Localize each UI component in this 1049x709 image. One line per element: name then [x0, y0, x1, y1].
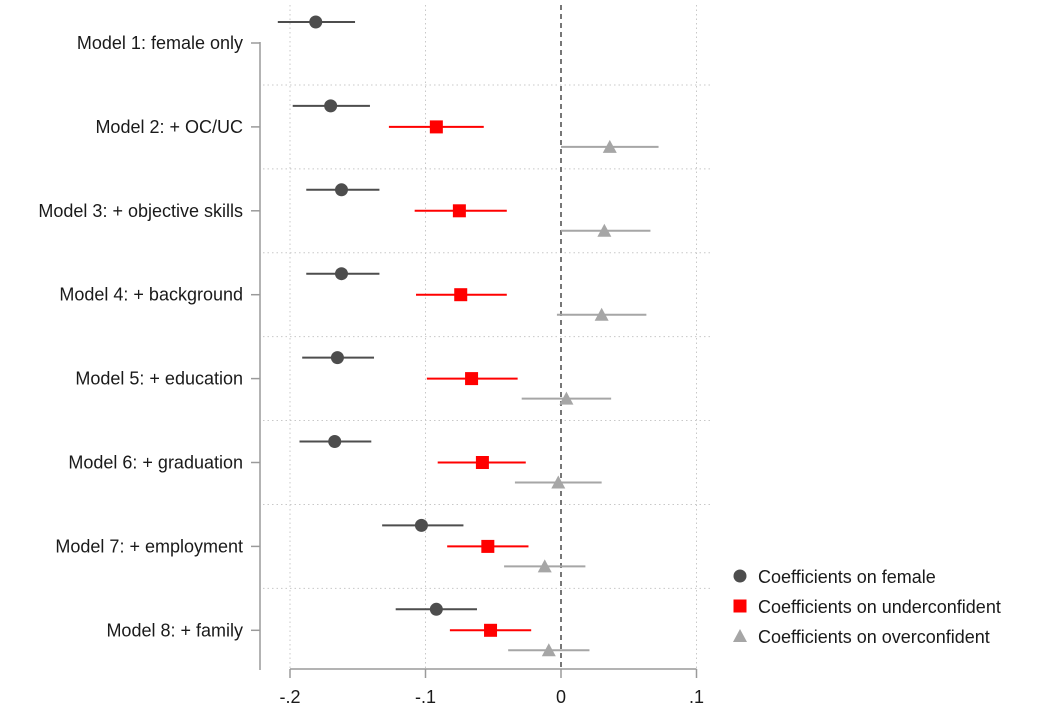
square-point: [429, 120, 443, 134]
circle-point: [334, 183, 348, 197]
legend-label: Coefficients on female: [758, 567, 936, 587]
circle-point: [334, 267, 348, 281]
triangle-point: [559, 391, 574, 405]
circle-point: [330, 351, 344, 365]
x-tick-label: -.1: [415, 687, 436, 707]
x-tick-label: 0: [556, 687, 566, 707]
model-label: Model 8: + family: [106, 620, 243, 640]
axes: Model 1: female only Model 2: + OC/UC Mode…: [38, 33, 704, 707]
square-point: [465, 372, 479, 386]
square-point: [454, 288, 468, 302]
model-label: Model 7: + employment: [55, 536, 243, 556]
model-label: Model 5: + education: [75, 369, 243, 389]
triangle-point: [551, 475, 566, 489]
triangle-point: [537, 559, 552, 573]
circle-point: [324, 99, 338, 113]
model-label: Model 4: + background: [59, 285, 243, 305]
square-point: [481, 539, 495, 553]
grid-lines: [263, 5, 710, 669]
square-point: [475, 456, 489, 469]
legend-label: Coefficients on overconfident: [758, 627, 990, 647]
square-point: [484, 623, 498, 637]
legend: Coefficients on female Coefficients on un…: [733, 567, 1001, 647]
model-label: Model 1: female only: [77, 33, 243, 53]
circle-point: [414, 518, 428, 532]
circle-point: [429, 602, 443, 616]
legend-square-symbol: [733, 599, 747, 613]
triangle-point: [602, 139, 617, 153]
legend-circle-symbol: [733, 569, 747, 583]
model-label: Model 3: + objective skills: [38, 201, 243, 221]
x-tick-label: -.2: [279, 687, 300, 707]
triangle-point: [594, 307, 609, 321]
square-point: [452, 204, 466, 218]
model-label: Model 6: + graduation: [68, 453, 243, 473]
chart-marks: [277, 15, 659, 657]
model-label: Model 2: + OC/UC: [95, 117, 243, 137]
legend-triangle-symbol: [733, 629, 747, 642]
x-tick-label: .1: [689, 687, 704, 707]
triangle-point: [541, 643, 556, 657]
circle-point: [309, 15, 323, 29]
legend-label: Coefficients on underconfident: [758, 597, 1001, 617]
circle-point: [328, 435, 342, 448]
triangle-point: [597, 223, 612, 237]
